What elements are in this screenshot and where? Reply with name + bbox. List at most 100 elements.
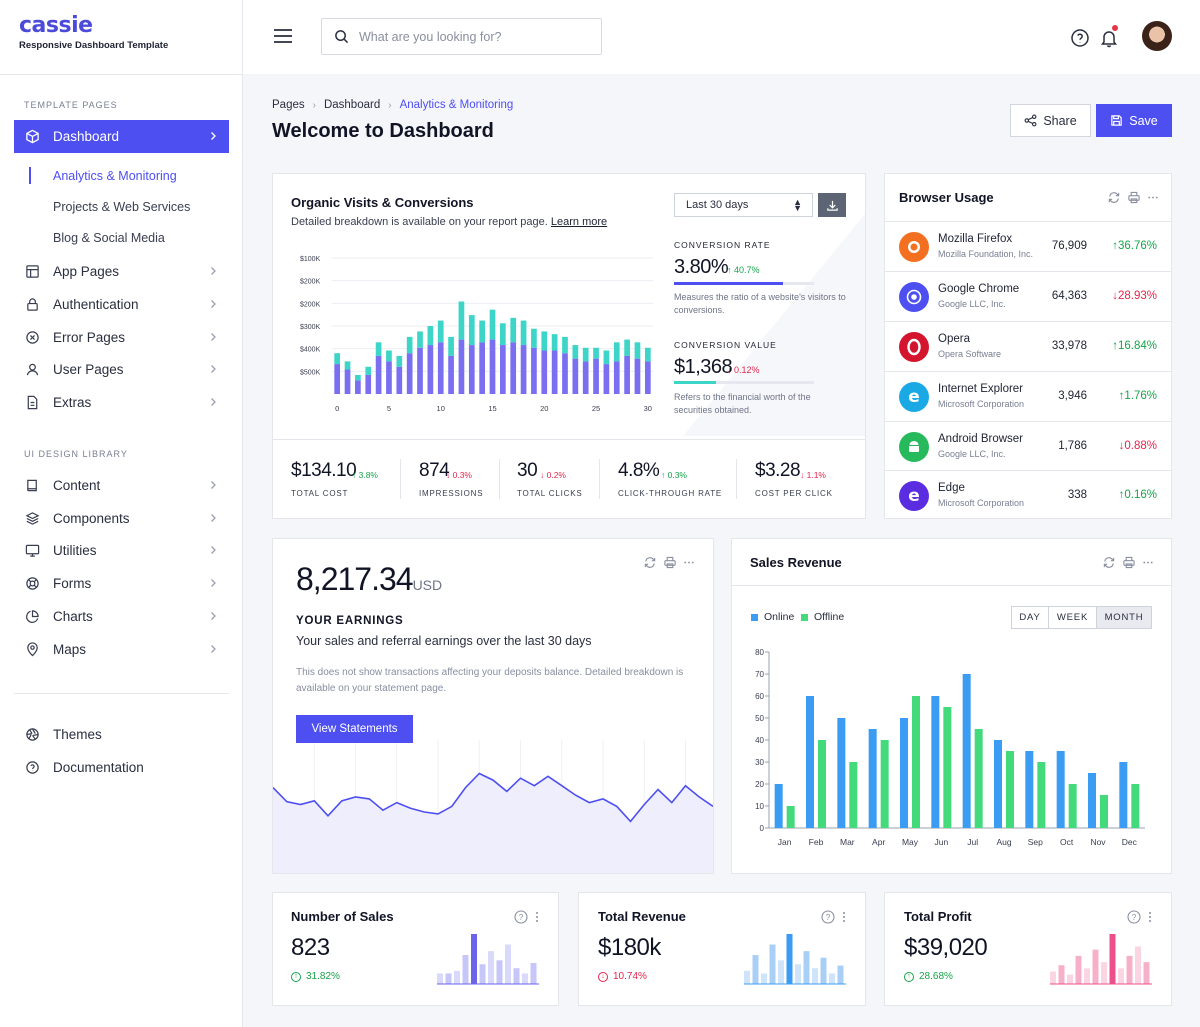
mini-bar (812, 968, 818, 984)
kpi-separator (736, 459, 737, 499)
browser-row-ie[interactable]: e Internet Explorer Microsoft Corporatio… (885, 371, 1171, 421)
browser-org: Google LLC, Inc. (938, 449, 1006, 459)
kpi-impressions-value: 874 (419, 460, 450, 481)
sidebar-item-forms[interactable]: Forms (14, 567, 229, 600)
conv-rate-desc: Measures the ratio of a website's visito… (674, 292, 846, 315)
bar-series-1 (644, 361, 651, 394)
x-tick-label: Sep (1028, 837, 1043, 847)
refresh-icon[interactable] (1102, 556, 1116, 569)
menu-icon[interactable] (273, 28, 293, 44)
legend-swatch (751, 613, 758, 621)
print-icon[interactable] (1122, 556, 1136, 569)
browser-row-firefox[interactable]: Mozilla Firefox Mozilla Foundation, Inc.… (885, 221, 1171, 271)
sidebar-item-error-pages[interactable]: Error Pages (14, 321, 229, 354)
kpi-separator (499, 459, 500, 499)
period-select[interactable]: Last 30 days ▲ ▼ (674, 193, 813, 217)
chevron-right-icon (211, 300, 216, 308)
card-tools (1107, 191, 1159, 204)
browser-row-edge[interactable]: e Edge Microsoft Corporation 338 ↑0.16% (885, 470, 1171, 520)
share-button[interactable]: Share (1010, 104, 1091, 137)
sidebar-item-user-pages[interactable]: User Pages (14, 353, 229, 386)
earnings-amount: 8,217.34 (296, 561, 414, 597)
search-input[interactable]: What are you looking for? (321, 18, 602, 55)
sidebar-item-content[interactable]: Content (14, 469, 229, 502)
sidebar-item-extras[interactable]: Extras (14, 386, 229, 419)
download-button[interactable] (818, 193, 846, 217)
bar-offline (818, 740, 826, 828)
mini-title: Total Profit (904, 909, 972, 924)
range-week-button[interactable]: WEEK (1048, 606, 1097, 629)
x-tick-label: Apr (872, 837, 885, 847)
print-icon[interactable] (663, 556, 677, 569)
breadcrumb-item[interactable]: Pages (272, 99, 305, 111)
refresh-icon[interactable] (643, 556, 657, 569)
breadcrumb-item[interactable]: Dashboard (323, 99, 381, 111)
sidebar-sub-blog[interactable]: Blog & Social Media (53, 231, 165, 245)
sidebar-item-themes[interactable]: Themes (14, 718, 229, 751)
mini-bar (1143, 962, 1150, 984)
more-horizontal-icon[interactable] (1142, 556, 1154, 569)
range-month-button[interactable]: MONTH (1096, 606, 1152, 629)
save-button[interactable]: Save (1096, 104, 1172, 137)
chevron-right-icon (211, 398, 216, 406)
bar-series-2 (417, 331, 423, 348)
avatar[interactable] (1142, 21, 1172, 51)
bar-series-2 (344, 361, 351, 370)
x-tick-label: Jun (934, 837, 948, 847)
mini-tools[interactable]: ? (821, 910, 847, 924)
browser-row-chrome[interactable]: Google Chrome Google LLC, Inc. 64,363 ↓2… (885, 271, 1171, 321)
browser-org: Microsoft Corporation (938, 498, 1025, 508)
print-icon[interactable] (1127, 191, 1141, 204)
earnings-sub: Your sales and referral earnings over th… (296, 634, 592, 648)
legend-online: Online (751, 611, 794, 623)
bar-series-1 (355, 380, 361, 394)
sidebar-item-maps[interactable]: Maps (14, 633, 229, 666)
sidebar-sub-projects[interactable]: Projects & Web Services (53, 200, 191, 214)
bar-offline (786, 806, 795, 828)
help-icon[interactable] (1070, 28, 1090, 48)
sidebar-item-documentation[interactable]: Documentation (14, 751, 229, 784)
sidebar-item-utilities[interactable]: Utilities (14, 534, 229, 567)
refresh-icon[interactable] (1107, 191, 1121, 204)
mini-card-sales (272, 892, 559, 1006)
bar-online (1088, 773, 1096, 828)
bar-series-2 (551, 334, 558, 351)
browser-change: ↓0.88% (1118, 440, 1157, 452)
x-tick-label: 5 (387, 404, 391, 413)
mini-bar (479, 964, 486, 984)
x-tick-label: 30 (644, 404, 652, 413)
bar-series-2 (334, 353, 341, 365)
more-horizontal-icon[interactable] (1147, 191, 1159, 204)
mini-bar (1109, 934, 1116, 984)
bar-offline (1100, 795, 1108, 828)
browser-change: ↓28.93% (1112, 290, 1157, 302)
more-horizontal-icon[interactable] (683, 556, 695, 569)
mini-bar (1067, 974, 1073, 984)
sidebar-item-authentication[interactable]: Authentication (14, 288, 229, 321)
mini-tools[interactable]: ? (1127, 910, 1153, 924)
browser-row-android[interactable]: Android Browser Google LLC, Inc. 1,786 ↓… (885, 421, 1171, 471)
sidebar-item-components[interactable]: Components (14, 502, 229, 535)
mini-tools[interactable]: ? (514, 910, 540, 924)
learn-more-link[interactable]: Learn more (550, 216, 608, 228)
mini-bar (769, 944, 776, 984)
download-icon (826, 200, 838, 211)
brand-logo[interactable]: cassie Responsive Dashboard Template (19, 14, 168, 52)
bar-series-1 (582, 361, 589, 394)
bar-online (1025, 751, 1034, 828)
sidebar-item-dashboard[interactable]: Dashboard (14, 120, 229, 153)
sidebar-item-app-pages[interactable]: App Pages (14, 255, 229, 288)
svg-text:?: ? (1132, 913, 1137, 922)
bar-series-2 (562, 336, 568, 354)
browser-value: 76,909 (1051, 240, 1087, 252)
view-statements-button[interactable]: View Statements (296, 715, 413, 743)
mini-change: ↑ 28.68% (904, 971, 953, 982)
sidebar-sub-analytics[interactable]: Analytics & Monitoring (53, 169, 177, 183)
x-tick-label: Mar (840, 837, 855, 847)
bell-icon[interactable] (1099, 28, 1119, 48)
browser-row-opera[interactable]: Opera Opera Software 33,978 ↑16.84% (885, 321, 1171, 371)
mini-bar (778, 960, 784, 984)
range-day-button[interactable]: DAY (1011, 606, 1049, 629)
sidebar-item-charts[interactable]: Charts (14, 600, 229, 633)
mini-bar (1101, 962, 1107, 984)
